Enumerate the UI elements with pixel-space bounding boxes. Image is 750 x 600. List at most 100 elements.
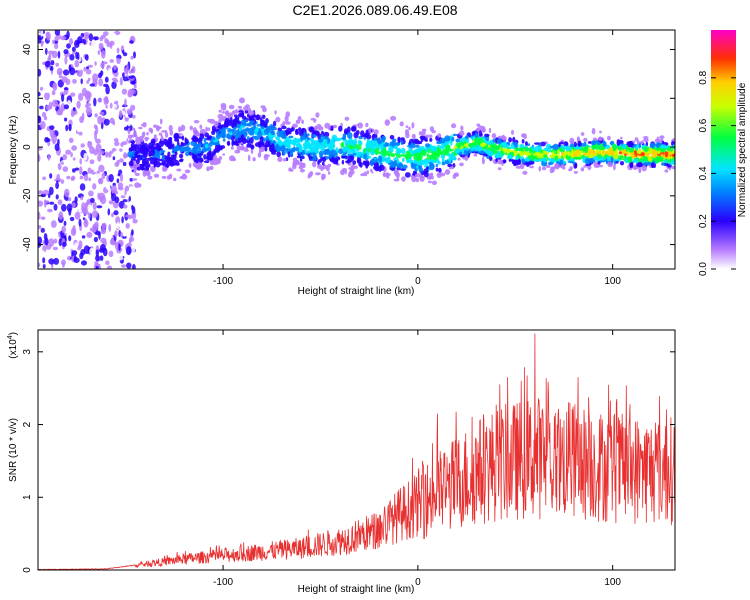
spectrogram-cell bbox=[340, 142, 344, 148]
spectrogram-cell bbox=[52, 246, 59, 251]
spectrogram-cell bbox=[274, 110, 277, 115]
spectrogram-cell bbox=[656, 147, 660, 152]
spectrogram-cell bbox=[404, 129, 410, 136]
spectrogram-cell bbox=[227, 127, 232, 133]
spectrogram-cell bbox=[65, 124, 69, 132]
spectrogram-cell bbox=[74, 211, 81, 220]
spectrogram-cell bbox=[476, 129, 480, 132]
spectrogram-cell bbox=[67, 255, 72, 261]
spectrogram-cell bbox=[94, 61, 97, 66]
spectrogram-cell bbox=[393, 142, 398, 146]
spectrogram-cell bbox=[245, 146, 249, 151]
spectrogram-cell bbox=[321, 173, 325, 181]
spectrogram-cell bbox=[87, 262, 92, 269]
spectrogram-cell bbox=[100, 34, 106, 39]
snr-panel: -100 0 100 0 1 2 3 Height of straight line (k… bbox=[7, 329, 676, 595]
spectrogram-cell bbox=[301, 128, 304, 132]
spectrogram-cell bbox=[276, 151, 282, 158]
spectrogram-cell bbox=[45, 105, 51, 111]
spectrogram-cell bbox=[203, 137, 207, 143]
spectrogram-cell bbox=[138, 183, 142, 188]
spectrogram-cell bbox=[143, 146, 149, 153]
spectrogram-cell bbox=[428, 146, 432, 150]
spectrogram-cell bbox=[577, 154, 582, 158]
spectrogram-cell bbox=[50, 60, 55, 66]
spectrogram-cell bbox=[365, 122, 369, 128]
snr-y-tick-label: 0 bbox=[22, 567, 33, 573]
spectrogram-cell bbox=[506, 144, 510, 149]
spectrogram-cell bbox=[451, 123, 457, 129]
spectrogram-cell bbox=[233, 114, 238, 118]
spectrogram-cell bbox=[109, 124, 115, 129]
spectrogram-cell bbox=[62, 154, 68, 161]
spectrogram-cell bbox=[105, 260, 110, 266]
spectrogram-cell bbox=[474, 147, 480, 152]
spectrogram-cell bbox=[570, 140, 575, 144]
spectrogram-cell bbox=[172, 143, 175, 149]
spectrogram-cell bbox=[287, 140, 290, 145]
spectrogram-cell bbox=[387, 156, 391, 163]
spectrogram-cell bbox=[39, 86, 44, 91]
snr-series-line bbox=[38, 333, 675, 570]
spectrogram-cell bbox=[173, 132, 180, 140]
spectrogram-cell bbox=[198, 136, 203, 142]
spectrogram-cell bbox=[304, 150, 311, 154]
spectrogram-cell bbox=[502, 137, 507, 141]
spectrogram-cell bbox=[431, 160, 436, 164]
spectrogram-panel: -100 0 100 -40 -20 0 20 40 Height of straight … bbox=[8, 29, 676, 297]
spectrogram-cell bbox=[136, 136, 141, 142]
spectrogram-cell bbox=[46, 31, 51, 41]
spectrogram-cell bbox=[191, 137, 198, 141]
spectrogram-cell bbox=[613, 164, 616, 171]
spectrogram-cell bbox=[237, 105, 243, 109]
spectrogram-cell bbox=[141, 123, 145, 127]
spectrogram-cell bbox=[66, 175, 71, 180]
spectrogram-cell bbox=[70, 152, 73, 158]
spectrogram-cell bbox=[141, 145, 146, 149]
spectrogram-cell bbox=[346, 132, 353, 139]
spectrogram-cell bbox=[260, 122, 266, 127]
spectrogram-cell bbox=[263, 128, 270, 136]
spectrogram-cell bbox=[400, 140, 404, 145]
spectrogram-cell bbox=[258, 148, 262, 154]
spectrogram-cell bbox=[97, 153, 102, 162]
spectrogram-cell bbox=[393, 169, 399, 175]
spectrogram-cell bbox=[292, 146, 296, 153]
spectrogram-cell bbox=[346, 126, 351, 133]
spectrogram-cell bbox=[415, 144, 420, 148]
snr-x-label: Height of straight line (km) bbox=[298, 584, 415, 595]
spectrogram-cell bbox=[464, 155, 469, 161]
spectrogram-cell bbox=[468, 144, 473, 148]
spectrogram-cell bbox=[543, 154, 548, 158]
spectrogram-cell bbox=[218, 145, 224, 151]
spectrogram-cell bbox=[87, 141, 91, 146]
spectrogram-cell bbox=[425, 146, 428, 153]
spectrogram-cell bbox=[431, 180, 437, 185]
spectrogram-cell bbox=[100, 61, 105, 69]
spectrogram-cell bbox=[429, 126, 435, 132]
spectrogram-cell bbox=[241, 134, 244, 138]
spectrogram-cell bbox=[81, 235, 86, 239]
spectrogram-cell bbox=[297, 116, 302, 121]
spectrogram-cell bbox=[660, 144, 667, 149]
spectrogram-cell bbox=[69, 245, 74, 250]
spectrogram-cell bbox=[580, 132, 585, 136]
spectrogram-cell bbox=[309, 147, 313, 153]
spectrogram-cell bbox=[400, 154, 407, 157]
spectrogram-cell bbox=[300, 135, 303, 142]
spectrogram-cell bbox=[294, 128, 298, 135]
spectrogram-cell bbox=[313, 118, 317, 123]
spectrogram-cell bbox=[81, 112, 85, 121]
spectrogram-cell bbox=[244, 119, 248, 123]
spectrogram-cell bbox=[638, 167, 642, 174]
spectrogram-cell bbox=[153, 158, 156, 162]
spectrogram-cell bbox=[135, 141, 142, 145]
spectrogram-cell bbox=[601, 150, 605, 155]
spectrogram-cell bbox=[543, 158, 547, 163]
spectrogram-cell bbox=[124, 185, 130, 192]
spectrogram-cell bbox=[126, 64, 129, 73]
spectrogram-cell bbox=[203, 154, 207, 160]
spectrogram-cell bbox=[61, 225, 66, 234]
spectrogram-cell bbox=[218, 109, 222, 113]
spectrogram-cell bbox=[482, 156, 485, 162]
